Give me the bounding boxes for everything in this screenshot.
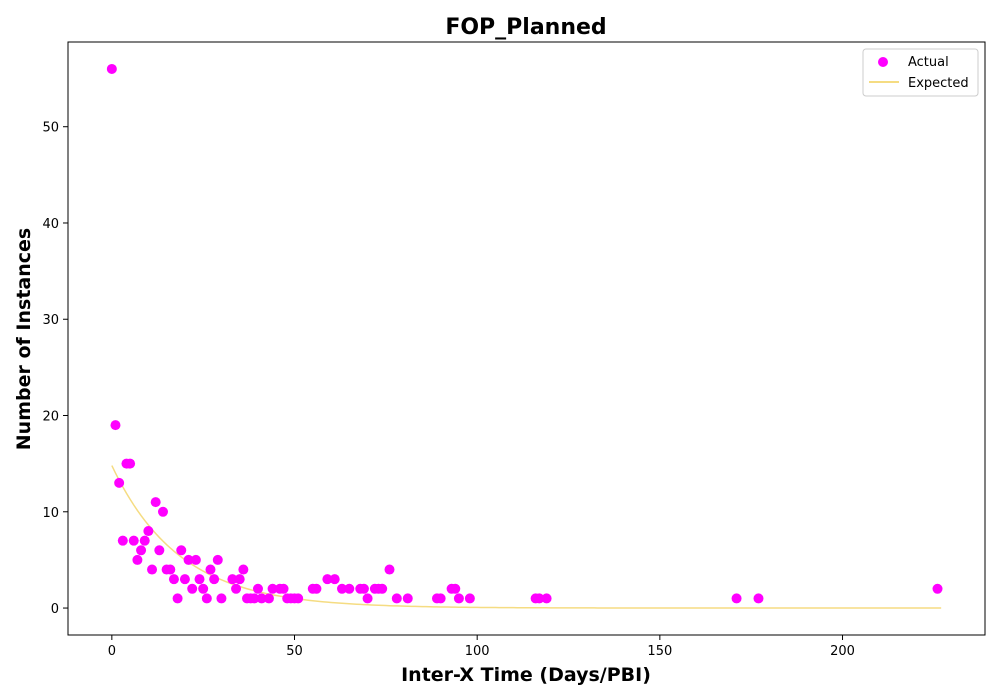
actual-point	[169, 574, 179, 584]
actual-point	[198, 584, 208, 594]
y-tick-label: 20	[42, 410, 59, 425]
actual-point	[154, 545, 164, 555]
actual-point	[450, 584, 460, 594]
actual-point	[176, 545, 186, 555]
actual-point	[933, 584, 943, 594]
actual-point	[363, 593, 373, 603]
x-tick-label: 200	[830, 644, 855, 659]
actual-point	[216, 593, 226, 603]
actual-point	[209, 574, 219, 584]
actual-point	[213, 555, 223, 565]
actual-point	[158, 507, 168, 517]
actual-point	[202, 593, 212, 603]
actual-point	[129, 536, 139, 546]
actual-point	[344, 584, 354, 594]
y-tick-label: 50	[42, 121, 59, 136]
actual-point	[465, 593, 475, 603]
actual-point	[140, 536, 150, 546]
x-tick-label: 150	[647, 644, 672, 659]
legend-marker-actual	[878, 57, 888, 67]
actual-point	[279, 584, 289, 594]
actual-point	[165, 565, 175, 575]
actual-point	[136, 545, 146, 555]
actual-point	[110, 420, 120, 430]
actual-point	[454, 593, 464, 603]
actual-point	[147, 565, 157, 575]
actual-point	[238, 565, 248, 575]
legend-label-expected: Expected	[908, 76, 969, 91]
y-axis-label: Number of Instances	[13, 228, 35, 450]
x-axis-label: Inter-X Time (Days/PBI)	[401, 664, 651, 686]
actual-point	[293, 593, 303, 603]
actual-point	[542, 593, 552, 603]
actual-point	[205, 565, 215, 575]
y-tick-label: 10	[42, 506, 59, 521]
actual-point	[151, 497, 161, 507]
y-tick-label: 0	[51, 602, 59, 617]
actual-point	[195, 574, 205, 584]
actual-point	[330, 574, 340, 584]
actual-point	[359, 584, 369, 594]
x-tick-label: 0	[108, 644, 116, 659]
chart-title: FOP_Planned	[445, 15, 606, 40]
y-tick-label: 40	[42, 217, 59, 232]
actual-point	[235, 574, 245, 584]
actual-point	[173, 593, 183, 603]
actual-point	[392, 593, 402, 603]
actual-point	[231, 584, 241, 594]
x-tick-label: 50	[286, 644, 303, 659]
legend-label-actual: Actual	[908, 55, 949, 70]
legend: Actual Expected	[863, 49, 978, 96]
actual-point	[125, 459, 135, 469]
actual-point	[191, 555, 201, 565]
x-tick-label: 100	[465, 644, 490, 659]
actual-point	[377, 584, 387, 594]
actual-point	[114, 478, 124, 488]
actual-point	[132, 555, 142, 565]
actual-point	[732, 593, 742, 603]
actual-point	[264, 593, 274, 603]
actual-point	[187, 584, 197, 594]
actual-point	[385, 565, 395, 575]
actual-point	[107, 64, 117, 74]
actual-point	[403, 593, 413, 603]
actual-point	[753, 593, 763, 603]
actual-point	[311, 584, 321, 594]
y-tick-label: 30	[42, 313, 59, 328]
actual-point	[118, 536, 128, 546]
actual-point	[180, 574, 190, 584]
actual-point	[253, 584, 263, 594]
actual-point	[436, 593, 446, 603]
actual-point	[143, 526, 153, 536]
